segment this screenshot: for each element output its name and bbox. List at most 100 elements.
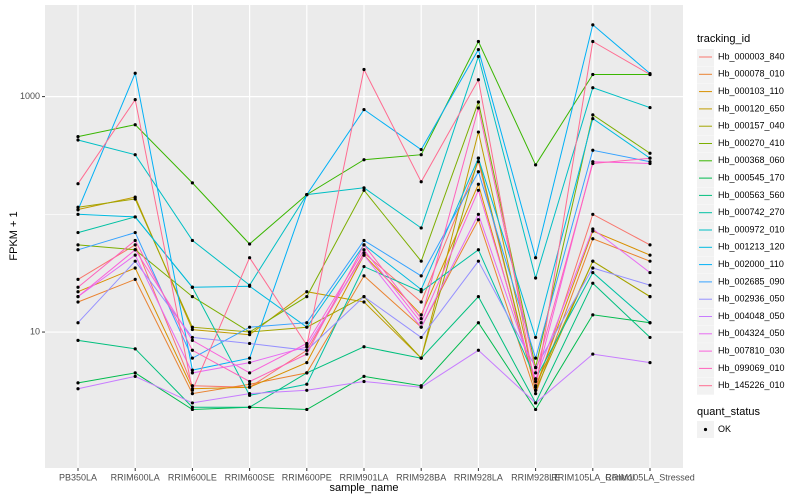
data-point [534,356,538,360]
data-point [534,335,538,340]
data-point [305,343,309,347]
data-point [248,330,252,334]
data-point [248,405,252,409]
data-point [190,295,194,299]
data-point [76,381,80,385]
data-point [133,98,137,102]
data-point [248,284,252,288]
data-point [419,180,423,184]
x-tick-label: RRIM928LE [511,472,560,482]
legend-label: Hb_000103_110 [718,86,784,96]
data-point [648,105,652,110]
data-point [419,356,423,360]
data-point [591,161,595,166]
data-point [76,248,80,252]
data-point [362,243,366,247]
data-point [362,274,366,278]
data-point [534,407,538,412]
data-point [419,287,423,292]
data-point [362,186,366,190]
data-point [190,335,194,340]
data-point [305,388,309,392]
data-point [591,212,595,216]
data-point [305,382,309,386]
data-point [190,338,194,342]
data-point [190,388,194,392]
data-point [190,356,194,360]
data-point [305,348,309,352]
data-point [362,67,366,72]
data-point [476,54,480,59]
legend-label: Hb_000368_060 [718,155,785,165]
data-point [534,384,538,388]
x-tick-label: RRIM105LA_Control [551,472,634,482]
data-point [591,313,595,317]
data-point [190,348,194,352]
data-point [76,230,80,235]
data-point [476,348,480,352]
data-point [591,72,595,77]
data-point [591,237,595,241]
data-point [648,156,652,160]
data-point [248,361,252,365]
data-point [76,295,80,299]
data-point [419,385,423,389]
data-point [419,290,423,294]
data-point [591,259,595,263]
data-point [248,341,252,346]
legend-label: Hb_000270_410 [718,138,785,148]
data-point [362,238,366,243]
data-point [133,259,137,263]
data-point [305,371,309,375]
data-point [591,113,595,117]
data-point [76,387,80,391]
data-point [476,182,480,186]
data-point [419,226,423,230]
data-point [476,248,480,252]
data-point [648,161,652,166]
data-point [248,382,252,386]
data-point [190,181,194,185]
data-point [476,106,480,110]
legend-label: Hb_000972_010 [718,224,785,234]
legend-label: Hb_000742_270 [718,207,785,217]
data-point [133,215,137,219]
legend-title: tracking_id [697,33,750,45]
data-point [476,212,480,216]
x-tick-label: RRIM901LA [339,472,388,482]
data-point [133,374,137,378]
data-point [476,78,480,82]
data-point [76,212,80,216]
data-point [591,352,595,356]
data-point [133,248,137,252]
data-point [362,374,366,378]
data-point [591,39,595,44]
y-axis-title: FPKM + 1 [8,211,20,260]
data-point [133,71,137,75]
data-point [648,270,652,275]
legend-label: Hb_000120_650 [718,103,785,113]
data-point [248,325,252,329]
data-point [76,205,80,209]
data-point [305,407,309,412]
data-point [76,285,80,289]
data-point [76,290,80,294]
data-point [648,72,652,77]
data-point [591,23,595,27]
data-point [248,391,252,396]
x-tick-label: RRIM600SE [225,472,275,482]
data-point [190,401,194,405]
data-point [591,266,595,270]
legend-label: Hb_000545_170 [718,172,785,182]
data-point [534,379,538,384]
x-tick-label: RRIM600PE [282,472,332,482]
data-point [476,156,480,160]
data-point [248,256,252,260]
data-point [362,248,366,252]
data-point [534,377,538,381]
legend-label: Hb_000157_040 [718,121,785,131]
data-point [476,295,480,299]
data-point [76,182,80,186]
data-point [190,325,194,329]
x-tick-label: RRIM928LA [454,472,503,482]
